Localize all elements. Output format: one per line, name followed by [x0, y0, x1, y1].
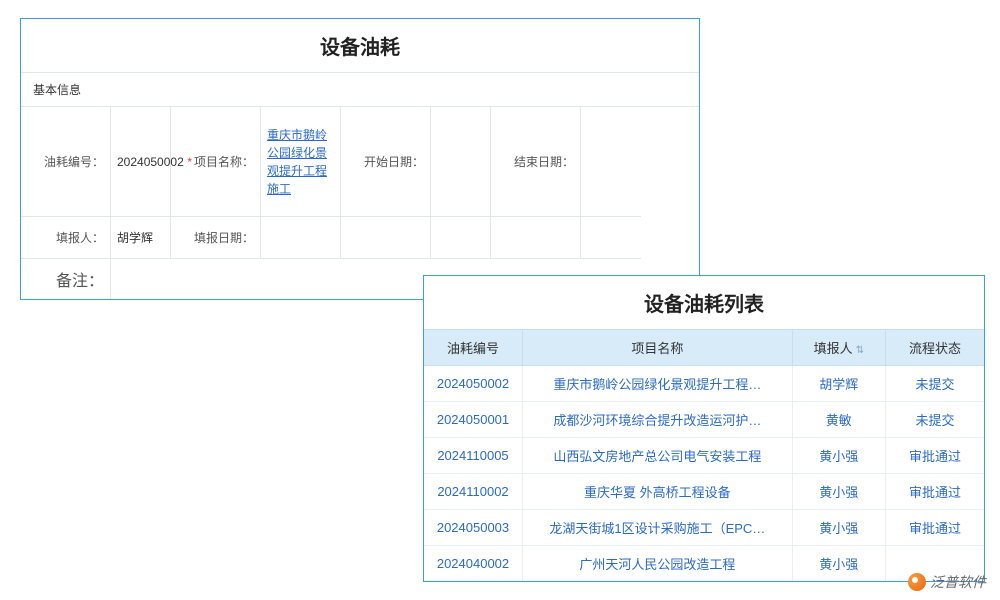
cell-status: 审批通过	[885, 438, 984, 474]
table-row[interactable]: 2024110002重庆华夏 外高桥工程设备黄小强审批通过	[424, 474, 984, 510]
watermark-text: 泛普软件	[930, 572, 986, 592]
cell-id[interactable]: 2024050002	[424, 366, 523, 402]
cell-name[interactable]: 龙湖天街城1区设计采购施工（EPC…	[523, 510, 793, 546]
cell-status: 未提交	[885, 366, 984, 402]
cell-reporter[interactable]: 黄小强	[792, 546, 885, 582]
cell-status: 审批通过	[885, 474, 984, 510]
section-basic-info: 基本信息	[21, 73, 699, 107]
cell-reporter[interactable]: 黄敏	[792, 402, 885, 438]
form-title: 设备油耗	[21, 19, 699, 73]
cell-id[interactable]: 2024110002	[424, 474, 523, 510]
table-row[interactable]: 2024110005山西弘文房地产总公司电气安装工程黄小强审批通过	[424, 438, 984, 474]
table-row[interactable]: 2024050003龙湖天街城1区设计采购施工（EPC…黄小强审批通过	[424, 510, 984, 546]
cell-reporter[interactable]: 胡学辉	[792, 366, 885, 402]
end-date-value[interactable]	[581, 107, 641, 217]
watermark-logo-icon	[908, 573, 926, 591]
reporter-label: 填报人：	[21, 217, 111, 259]
cell-id[interactable]: 2024040002	[424, 546, 523, 582]
cell-status: 审批通过	[885, 510, 984, 546]
cell-name[interactable]: 重庆市鹅岭公园绿化景观提升工程…	[523, 366, 793, 402]
fuel-id-value: 2024050002	[111, 107, 171, 217]
form-row-2: 填报人： 胡学辉 填报日期：	[21, 217, 699, 259]
col-header-name[interactable]: 项目名称	[523, 330, 793, 366]
fuel-id-label: 油耗编号：	[21, 107, 111, 217]
reporter-value: 胡学辉	[111, 217, 171, 259]
sort-icon[interactable]: ⇅	[856, 345, 864, 356]
end-date-label: 结束日期：	[491, 107, 581, 217]
list-title: 设备油耗列表	[424, 276, 984, 329]
cell-name[interactable]: 重庆华夏 外高桥工程设备	[523, 474, 793, 510]
col-header-status[interactable]: 流程状态	[885, 330, 984, 366]
fuel-list-table: 油耗编号 项目名称 填报人⇅ 流程状态 2024050002重庆市鹅岭公园绿化景…	[424, 329, 984, 581]
cell-reporter[interactable]: 黄小强	[792, 510, 885, 546]
table-row[interactable]: 2024050001成都沙河环境综合提升改造运河护…黄敏未提交	[424, 402, 984, 438]
form-row-1: 油耗编号： 2024050002 项目名称： 重庆市鹅岭公园绿化景观提升工程施工…	[21, 107, 699, 217]
table-row[interactable]: 2024050002重庆市鹅岭公园绿化景观提升工程…胡学辉未提交	[424, 366, 984, 402]
cell-id[interactable]: 2024110005	[424, 438, 523, 474]
cell-status: 未提交	[885, 402, 984, 438]
watermark: 泛普软件	[908, 572, 986, 592]
start-date-value[interactable]	[431, 107, 491, 217]
project-name-label: 项目名称：	[171, 107, 261, 217]
table-row[interactable]: 2024040002广州天河人民公园改造工程黄小强	[424, 546, 984, 582]
col-header-reporter[interactable]: 填报人⇅	[792, 330, 885, 366]
cell-id[interactable]: 2024050003	[424, 510, 523, 546]
cell-reporter[interactable]: 黄小强	[792, 474, 885, 510]
report-date-value[interactable]	[261, 217, 341, 259]
fuel-list-panel: 设备油耗列表 油耗编号 项目名称 填报人⇅ 流程状态 2024050002重庆市…	[423, 275, 985, 582]
report-date-label: 填报日期：	[171, 217, 261, 259]
project-name-value[interactable]: 重庆市鹅岭公园绿化景观提升工程施工	[261, 107, 341, 217]
fuel-form-panel: 设备油耗 基本信息 油耗编号： 2024050002 项目名称： 重庆市鹅岭公园…	[20, 18, 700, 300]
cell-name[interactable]: 成都沙河环境综合提升改造运河护…	[523, 402, 793, 438]
cell-id[interactable]: 2024050001	[424, 402, 523, 438]
remark-label: 备注：	[21, 259, 111, 299]
start-date-label: 开始日期：	[341, 107, 431, 217]
cell-name[interactable]: 广州天河人民公园改造工程	[523, 546, 793, 582]
table-header-row: 油耗编号 项目名称 填报人⇅ 流程状态	[424, 330, 984, 366]
col-header-id[interactable]: 油耗编号	[424, 330, 523, 366]
cell-name[interactable]: 山西弘文房地产总公司电气安装工程	[523, 438, 793, 474]
cell-reporter[interactable]: 黄小强	[792, 438, 885, 474]
